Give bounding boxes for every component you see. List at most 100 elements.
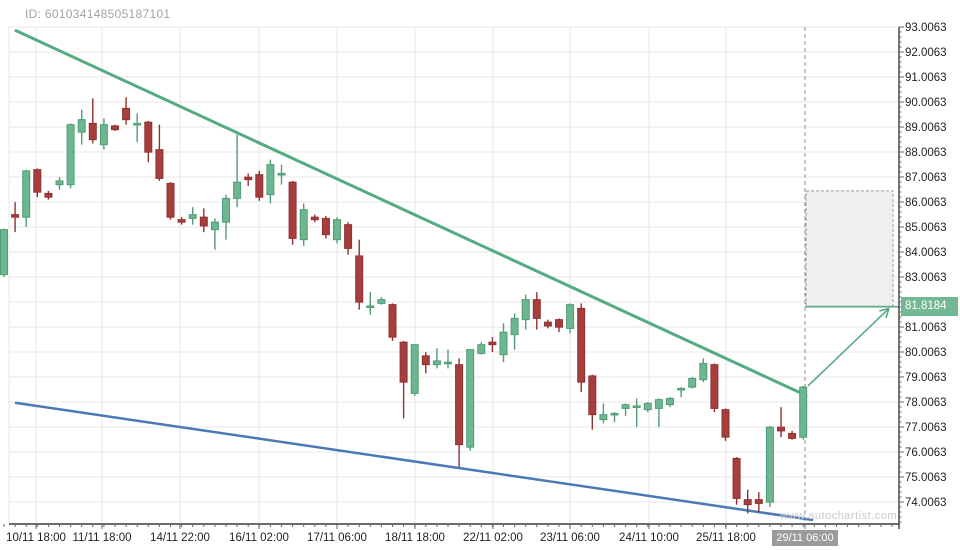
candle-body xyxy=(344,224,353,249)
candle-body xyxy=(599,414,608,421)
forecast-time-badge: 29/11 06:00 xyxy=(772,530,838,546)
candle-body xyxy=(743,499,752,506)
breakout-arrow xyxy=(807,307,890,387)
y-axis-label: 81.0063 xyxy=(905,322,947,334)
candle-body xyxy=(477,344,486,354)
candle-body xyxy=(699,362,708,381)
candle-body xyxy=(532,299,541,319)
candle-body xyxy=(33,169,42,193)
candle-body xyxy=(566,304,575,329)
candle-body xyxy=(310,216,319,221)
candle-body xyxy=(133,122,142,126)
y-axis-label: 87.0063 xyxy=(905,172,947,184)
candle-body xyxy=(377,299,386,304)
candle-body xyxy=(299,209,308,241)
candle-body xyxy=(543,321,552,327)
candle-body xyxy=(410,344,419,394)
candle-body xyxy=(255,174,264,198)
support-trendline xyxy=(14,401,814,522)
candle-body xyxy=(621,404,630,409)
candle-body xyxy=(455,364,464,446)
x-axis-label: 11/11 18:00 xyxy=(72,532,131,544)
candle-body xyxy=(521,299,530,321)
candle-body xyxy=(44,192,53,198)
candle-body xyxy=(666,397,674,406)
candle-body xyxy=(155,149,164,179)
y-axis-label: 85.0063 xyxy=(905,222,947,234)
y-axis-label: 78.0063 xyxy=(905,397,947,409)
candle-body xyxy=(55,180,64,186)
candle-body xyxy=(732,457,741,499)
candle-body xyxy=(632,405,641,409)
candle-body xyxy=(577,307,586,383)
y-axis-label: 79.0063 xyxy=(905,372,947,384)
candle-body xyxy=(799,386,808,438)
y-axis-label: 83.0063 xyxy=(905,272,947,284)
candle-body xyxy=(199,216,208,227)
candle-body xyxy=(610,412,619,416)
y-axis-label: 84.0063 xyxy=(905,247,947,259)
y-axis-label: 76.0063 xyxy=(905,447,947,459)
candle-body xyxy=(210,221,219,231)
y-axis-label: 75.0063 xyxy=(905,472,947,484)
candle-body xyxy=(432,360,441,366)
resistance-trendline xyxy=(14,29,808,397)
candle-body xyxy=(0,229,8,276)
candle-body xyxy=(66,124,75,186)
candle-body xyxy=(222,197,230,223)
candle-body xyxy=(466,349,475,448)
candle-body xyxy=(510,317,519,336)
y-axis-label: 74.0063 xyxy=(905,497,947,509)
x-axis-label: 24/11 10:00 xyxy=(619,532,679,544)
x-axis-label: 22/11 02:00 xyxy=(463,532,523,544)
candle-body xyxy=(388,304,397,338)
candle-body xyxy=(88,122,97,141)
forecast-range-box xyxy=(805,190,894,307)
chart-id-label: ID: 601034148505187101 xyxy=(25,7,171,21)
candle-body xyxy=(277,172,286,176)
x-axis-label: 18/11 18:00 xyxy=(385,532,445,544)
candle-body xyxy=(366,305,375,309)
candle-body xyxy=(166,182,175,218)
candle-body xyxy=(321,217,330,236)
candle-body xyxy=(499,331,508,356)
x-axis-label: 25/11 18:00 xyxy=(696,532,756,544)
breakout-arrowhead xyxy=(879,307,890,312)
candle-body xyxy=(444,361,452,365)
y-axis-label: 80.0063 xyxy=(905,347,947,359)
candle-body xyxy=(765,426,774,503)
candle-body xyxy=(788,432,797,439)
candle-body xyxy=(721,409,730,438)
candle-body xyxy=(144,121,153,153)
x-axis-label: 14/11 22:00 xyxy=(150,532,210,544)
x-axis-label: 16/11 02:00 xyxy=(229,532,289,544)
candle-body xyxy=(188,214,197,219)
candle-body xyxy=(588,375,597,416)
candle-body xyxy=(111,125,119,131)
y-axis-label: 90.0063 xyxy=(905,97,947,109)
candle-body xyxy=(266,164,275,196)
candle-body xyxy=(77,119,86,133)
candle-body xyxy=(233,181,242,199)
candle-body xyxy=(654,399,663,409)
y-axis-label: 91.0063 xyxy=(905,72,947,84)
y-axis-label: 77.0063 xyxy=(905,422,947,434)
y-axis-label: 92.0063 xyxy=(905,47,947,59)
candle-body xyxy=(677,387,686,391)
autochartist-watermark: www.autochartist.com xyxy=(780,510,897,522)
candle-body xyxy=(355,255,364,303)
candle-body xyxy=(122,107,131,121)
candle-body xyxy=(643,402,652,411)
candle-body xyxy=(754,499,763,504)
x-axis-label: 17/11 06:00 xyxy=(307,532,367,544)
candle-body xyxy=(399,341,408,383)
forecast-price-badge: 81.8184 xyxy=(901,297,958,316)
x-axis-label: 10/11 18:00 xyxy=(6,532,66,544)
candle-body xyxy=(777,426,785,432)
y-axis-label: 88.0063 xyxy=(905,147,947,159)
breakout-arrowhead xyxy=(885,308,890,319)
candle-body xyxy=(99,124,108,146)
candle-body xyxy=(244,176,253,181)
